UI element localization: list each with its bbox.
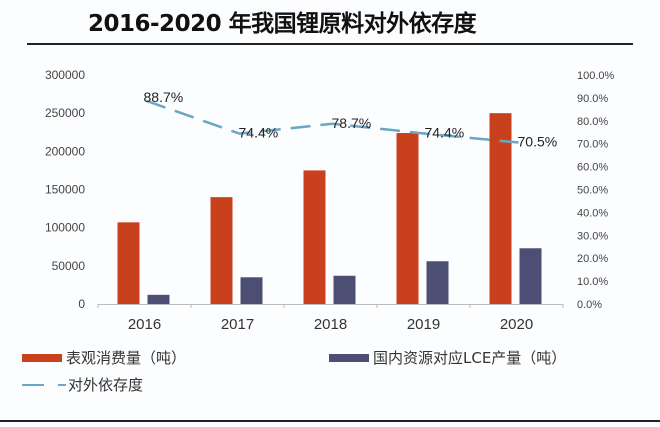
dependence-data-label: 88.7% [144,89,184,105]
bar-domestic [333,275,356,304]
bar-consumption [117,222,140,304]
bar-domestic [147,294,170,304]
x-tick-label: 2018 [314,316,347,333]
left-axis-ticks: 0 50000 100000 150000 200000 250000 300000 [45,68,85,311]
legend-label-dependence: 对外依存度 [68,376,144,394]
x-tick-label: 2019 [407,316,440,333]
bar-domestic [519,248,542,304]
x-axis-ticks: 2016 2017 2018 2019 2020 [97,304,564,333]
bar-consumption [303,170,326,304]
bottom-divider [0,420,660,422]
left-tick-label: 200000 [45,144,85,158]
bar-domestic [426,261,449,304]
right-tick-label: 100.0% [577,70,615,82]
left-tick-label: 250000 [45,106,85,120]
right-tick-label: 30.0% [577,230,608,242]
right-tick-label: 80.0% [577,116,608,128]
right-tick-label: 10.0% [577,276,608,288]
right-tick-label: 0.0% [577,299,602,311]
right-tick-label: 70.0% [577,139,608,151]
left-tick-label: 100000 [45,221,85,235]
right-tick-label: 90.0% [577,93,608,105]
legend-swatch-dependence [22,383,66,386]
bar-consumption [396,133,419,304]
x-tick-label: 2020 [500,316,533,333]
x-tick-label: 2016 [128,316,161,333]
right-axis-ticks: 0.0% 10.0% 20.0% 30.0% 40.0% 50.0% 60.0% 70.0% 8… [577,70,615,311]
right-tick-label: 40.0% [577,207,608,219]
bars-group [117,113,542,305]
left-tick-label: 300000 [45,68,85,82]
legend-swatch-consumption [22,353,62,362]
dependence-data-label: 78.7% [332,115,372,131]
legend-label-consumption: 表观消费量（吨） [66,349,187,367]
right-tick-label: 20.0% [577,253,608,265]
legend-swatch-domestic [329,353,369,362]
legend-item-dependence: 对外依存度 [22,374,143,395]
bar-domestic [240,277,263,304]
left-tick-label: 0 [78,297,85,311]
right-tick-label: 50.0% [577,185,608,197]
dependence-data-label: 74.4% [239,125,279,141]
chart-title: 2016-2020 年我国锂原料对外依存度 [88,11,477,37]
left-tick-label: 50000 [52,259,86,273]
title-divider [27,43,633,45]
dependence-data-label: 70.5% [518,134,558,150]
legend-label-domestic: 国内资源对应LCE产量（吨） [373,349,567,367]
legend-item-domestic: 国内资源对应LCE产量（吨） [329,347,566,368]
legend-item-consumption: 表观消费量（吨） [22,347,186,368]
dependence-data-label: 74.4% [425,125,465,141]
right-tick-label: 60.0% [577,162,608,174]
bar-consumption [489,113,512,305]
x-tick-label: 2017 [221,316,254,333]
bar-consumption [210,197,233,304]
dependence-line [146,99,519,144]
left-tick-label: 150000 [45,183,85,197]
dependence-line-group: 88.7% 74.4% 78.7% 74.4% 70.5% [144,89,558,150]
